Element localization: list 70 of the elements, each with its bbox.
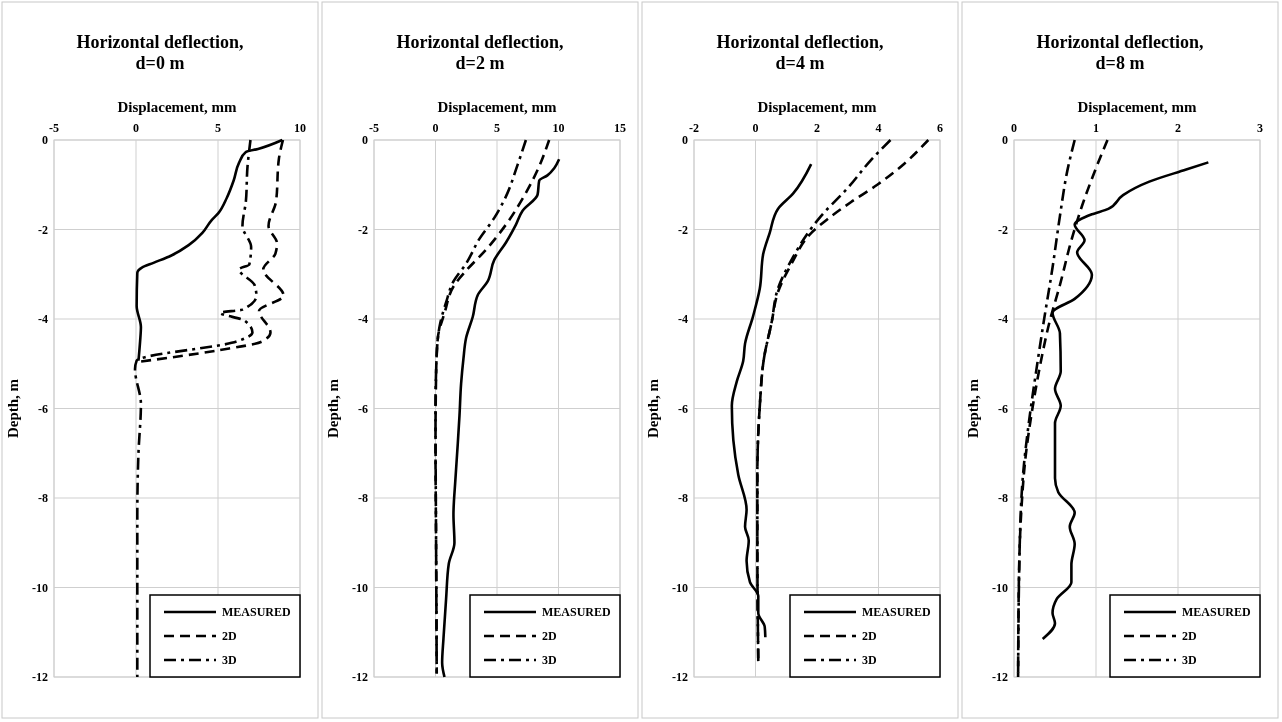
- legend-label: MEASURED: [542, 605, 612, 619]
- y-tick-label: -4: [678, 312, 688, 326]
- x-axis-title: Displacement, mm: [1077, 99, 1198, 115]
- x-tick-label: 5: [494, 121, 500, 135]
- y-tick-label: -8: [678, 491, 688, 505]
- x-tick-label: 0: [1011, 121, 1017, 135]
- y-tick-label: -12: [352, 670, 368, 684]
- x-tick-label: 2: [1175, 121, 1181, 135]
- y-tick-label: -10: [992, 580, 1008, 595]
- y-tick-label: 0: [1002, 133, 1008, 147]
- y-tick-label: -4: [38, 312, 48, 326]
- y-axis-title: Depth, m: [5, 378, 21, 439]
- legend-label: 3D: [862, 653, 877, 667]
- y-tick-label: -2: [38, 222, 48, 237]
- x-tick-label: 3: [1257, 121, 1263, 135]
- y-tick-label: 0: [682, 133, 688, 147]
- chart-title: Horizontal deflection, d=2 m: [396, 32, 564, 73]
- x-tick-label: -5: [369, 121, 379, 135]
- legend-label: 3D: [542, 653, 557, 667]
- x-tick-label: 15: [614, 121, 626, 135]
- y-tick-label: -8: [38, 491, 48, 505]
- legend-label: 3D: [222, 653, 237, 667]
- legend-label: 2D: [1182, 629, 1197, 643]
- legend-label: 2D: [862, 629, 877, 643]
- y-tick-label: -8: [998, 491, 1008, 505]
- y-tick-label: -6: [998, 401, 1008, 416]
- y-tick-label: -12: [32, 670, 48, 684]
- y-tick-label: -12: [672, 670, 688, 684]
- x-tick-label: 6: [937, 121, 943, 135]
- y-tick-label: -12: [992, 670, 1008, 684]
- legend-label: 2D: [222, 629, 237, 643]
- chart-title: Horizontal deflection, d=0 m: [76, 32, 244, 73]
- x-tick-label: 5: [215, 121, 221, 135]
- y-tick-label: -10: [32, 580, 48, 595]
- legend-label: MEASURED: [1182, 605, 1252, 619]
- y-tick-label: -2: [358, 222, 368, 237]
- x-tick-label: -2: [689, 121, 699, 135]
- y-tick-label: -4: [998, 312, 1008, 326]
- x-tick-label: 0: [432, 121, 439, 135]
- y-tick-label: -10: [352, 580, 368, 595]
- y-tick-label: -8: [358, 491, 368, 505]
- y-tick-label: -10: [672, 580, 688, 595]
- x-tick-label: 10: [294, 121, 306, 135]
- x-axis-title: Displacement, mm: [437, 99, 558, 115]
- y-tick-label: 0: [42, 133, 48, 147]
- x-tick-label: 4: [875, 121, 882, 135]
- x-tick-label: 0: [752, 121, 759, 135]
- y-axis-title: Depth, m: [325, 378, 341, 439]
- y-tick-label: -2: [998, 222, 1008, 237]
- y-tick-label: -4: [358, 312, 368, 326]
- y-tick-label: 0: [362, 133, 368, 147]
- x-axis-title: Displacement, mm: [117, 99, 238, 115]
- y-tick-label: -6: [358, 401, 368, 416]
- x-tick-label: -5: [49, 121, 59, 135]
- x-tick-label: 1: [1093, 121, 1099, 135]
- legend-label: 3D: [1182, 653, 1197, 667]
- x-tick-label: 2: [814, 121, 820, 135]
- x-tick-label: 10: [552, 121, 565, 135]
- y-tick-label: -6: [38, 401, 48, 416]
- x-axis-title: Displacement, mm: [757, 99, 878, 115]
- y-tick-label: -2: [678, 222, 688, 237]
- y-axis-title: Depth, m: [965, 378, 981, 439]
- x-tick-label: 0: [133, 121, 139, 135]
- legend-label: MEASURED: [222, 605, 292, 619]
- legend-label: 2D: [542, 629, 557, 643]
- chart-title: Horizontal deflection, d=4 m: [716, 32, 884, 73]
- y-tick-label: -6: [678, 401, 688, 416]
- chart-title: Horizontal deflection, d=8 m: [1036, 32, 1204, 73]
- y-axis-title: Depth, m: [645, 378, 661, 439]
- legend-label: MEASURED: [862, 605, 932, 619]
